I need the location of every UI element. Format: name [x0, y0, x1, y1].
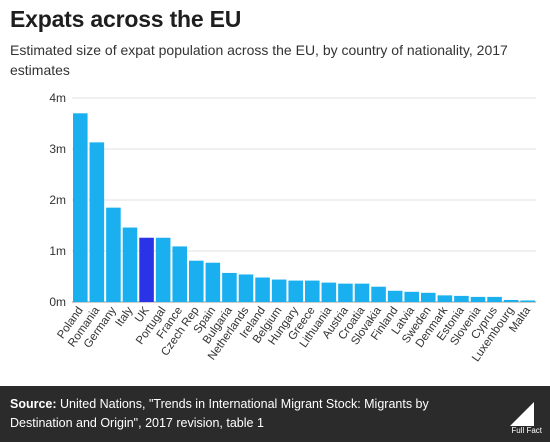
bar — [338, 283, 353, 302]
bar — [238, 274, 254, 302]
bar — [271, 279, 287, 302]
y-axis: 0m 1m 2m 3m 4m — [49, 91, 66, 309]
bar — [354, 283, 370, 302]
full-fact-logo-icon — [510, 402, 534, 426]
bar — [255, 277, 270, 302]
y-tick-label: 1m — [49, 244, 66, 258]
source-label: Source: — [10, 397, 57, 411]
bar — [387, 290, 403, 302]
bar — [421, 292, 436, 302]
bar — [321, 282, 337, 302]
bar — [503, 299, 519, 302]
bar — [222, 272, 237, 302]
bar — [106, 207, 121, 302]
logo-text: Full Fact — [511, 426, 542, 435]
bar — [189, 260, 204, 302]
category-labels: PolandRomaniaGermanyItalyUKPortugalFranc… — [55, 304, 533, 364]
bar — [155, 237, 171, 302]
y-tick-label: 2m — [49, 193, 66, 207]
bar — [487, 296, 502, 302]
bar — [172, 246, 187, 302]
chart-subtitle: Estimated size of expat population acros… — [10, 42, 508, 78]
y-tick-label: 3m — [49, 142, 66, 156]
source-text: United Nations, "Trends in International… — [10, 397, 429, 430]
chart-title: Expats across the EU — [10, 6, 242, 32]
bar — [454, 295, 469, 302]
bar — [288, 280, 303, 302]
source-footer: Source: United Nations, "Trends in Inter… — [0, 386, 550, 442]
bar — [73, 113, 88, 302]
bar — [305, 280, 320, 302]
y-tick-label: 0m — [49, 295, 66, 309]
bars — [73, 113, 535, 302]
bar — [205, 262, 221, 302]
bar — [139, 237, 154, 302]
bar-chart: 0m 1m 2m 3m 4m PolandRomaniaGermanyItalyUKPo… — [49, 91, 536, 364]
bar — [122, 227, 138, 302]
bar — [470, 296, 486, 302]
x-tick-label: Italy — [114, 305, 136, 329]
bar — [520, 300, 535, 302]
y-tick-label: 4m — [49, 91, 66, 105]
source-note: Source: United Nations, "Trends in Inter… — [10, 395, 470, 433]
bar — [371, 286, 386, 302]
bar — [89, 142, 105, 302]
bar — [437, 295, 453, 302]
bar — [404, 291, 419, 302]
